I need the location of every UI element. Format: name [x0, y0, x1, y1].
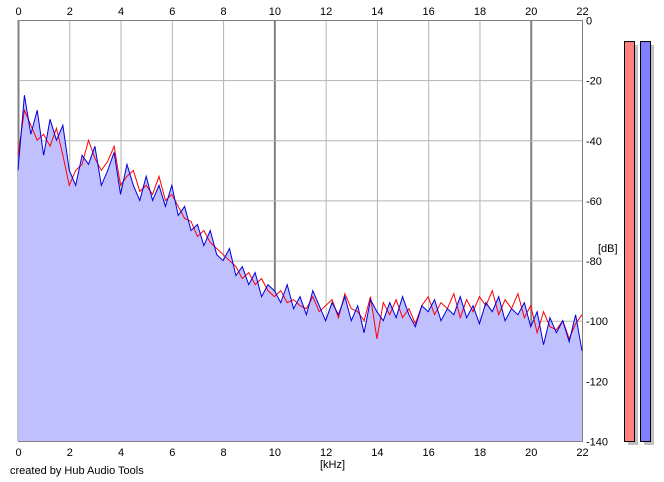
x-tick-label-top: 10 — [269, 6, 281, 18]
x-tick-label-bottom: 0 — [15, 447, 21, 459]
credit-text: created by Hub Audio Tools — [10, 465, 144, 477]
x-tick-label-top: 2 — [67, 6, 73, 18]
x-tick-label-bottom: 2 — [67, 447, 73, 459]
y-tick-label: -140 — [586, 437, 608, 449]
level-meter-right — [640, 41, 651, 443]
series-line-left — [17, 108, 583, 341]
y-tick-label: -60 — [586, 196, 602, 208]
x-axis-label: [kHz] — [320, 459, 345, 471]
spectrum-fill-area — [18, 95, 582, 441]
x-tick-label-top: 12 — [320, 6, 332, 18]
x-tick-label-top: 22 — [576, 6, 588, 18]
x-tick-label-bottom: 8 — [221, 447, 227, 459]
y-axis-label: [dB] — [598, 243, 618, 255]
y-tick-label: -20 — [586, 76, 602, 88]
y-tick-label: 0 — [586, 16, 592, 28]
x-tick-label-bottom: 18 — [474, 447, 486, 459]
x-tick-label-top: 8 — [221, 6, 227, 18]
x-tick-label-bottom: 20 — [525, 447, 537, 459]
x-tick-label-bottom: 4 — [118, 447, 124, 459]
x-tick-label-top: 14 — [371, 6, 383, 18]
y-tick-label: -120 — [586, 376, 608, 388]
x-tick-label-bottom: 10 — [269, 447, 281, 459]
y-tick-label: -100 — [586, 316, 608, 328]
x-tick-label-top: 6 — [169, 6, 175, 18]
x-tick-label-top: 18 — [474, 6, 486, 18]
x-tick-label-bottom: 14 — [371, 447, 383, 459]
x-tick-label-bottom: 16 — [423, 447, 435, 459]
x-tick-label-bottom: 12 — [320, 447, 332, 459]
series-line-right — [17, 95, 583, 351]
y-tick-label: -40 — [586, 136, 602, 148]
y-tick-label: -80 — [586, 256, 602, 268]
x-tick-label-bottom: 22 — [576, 447, 588, 459]
x-tick-label-top: 16 — [423, 6, 435, 18]
level-meter-left — [624, 41, 635, 443]
x-tick-label-top: 4 — [118, 6, 124, 18]
x-tick-label-top: 0 — [15, 6, 21, 18]
x-tick-label-top: 20 — [525, 6, 537, 18]
x-tick-label-bottom: 6 — [169, 447, 175, 459]
